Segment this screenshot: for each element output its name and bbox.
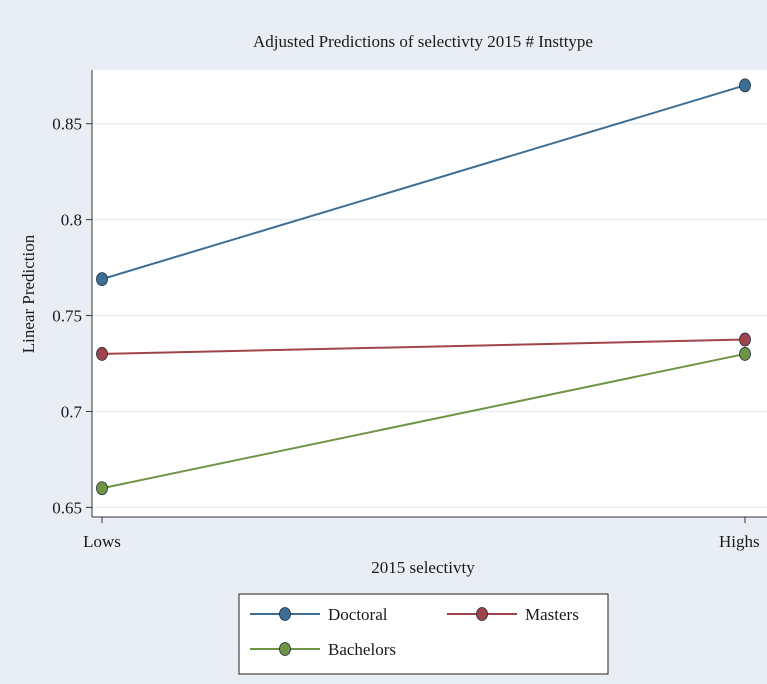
plot-area [92, 70, 767, 517]
y-tick-label: 0.8 [61, 211, 82, 230]
data-point-masters [739, 332, 751, 347]
data-point-doctoral [96, 272, 108, 287]
x-tick-label: Lows [83, 532, 121, 551]
x-axis: Lows Highs [83, 516, 767, 551]
x-axis-label: 2015 selectivty [371, 558, 475, 577]
x-tick-label: Highs [719, 532, 760, 551]
series-lines [101, 84, 746, 490]
chart-title: Adjusted Predictions of selectivty 2015 … [253, 32, 593, 51]
legend-item-doctoral: Doctoral [250, 605, 388, 624]
data-point-doctoral [739, 78, 751, 93]
legend-marker [279, 607, 291, 621]
legend-label: Bachelors [328, 640, 396, 659]
series-points [96, 78, 751, 496]
legend-label: Doctoral [328, 605, 388, 624]
legend-marker [476, 607, 488, 621]
data-point-bachelors [96, 481, 108, 496]
legend-box [238, 593, 609, 675]
y-tick-label: 0.85 [52, 115, 82, 134]
data-point-bachelors [739, 347, 751, 361]
legend-label: Masters [525, 605, 579, 624]
y-tick-label: 0.7 [61, 402, 83, 421]
series-line-bachelors [101, 352, 746, 490]
y-tick-label: 0.75 [52, 307, 82, 326]
series-line-doctoral [101, 84, 746, 281]
y-tick-label: 0.65 [52, 498, 82, 517]
gridlines [92, 122, 767, 509]
legend-item-bachelors: Bachelors [250, 640, 396, 659]
y-axis: 0.65 0.7 0.75 0.8 0.85 [52, 70, 93, 517]
y-axis-label: Linear Prediction [19, 234, 38, 353]
legend: Doctoral Masters Bachelors [238, 593, 609, 675]
legend-item-masters: Masters [447, 605, 579, 624]
legend-marker [279, 642, 291, 656]
data-point-masters [96, 347, 108, 361]
series-line-masters [101, 338, 746, 355]
